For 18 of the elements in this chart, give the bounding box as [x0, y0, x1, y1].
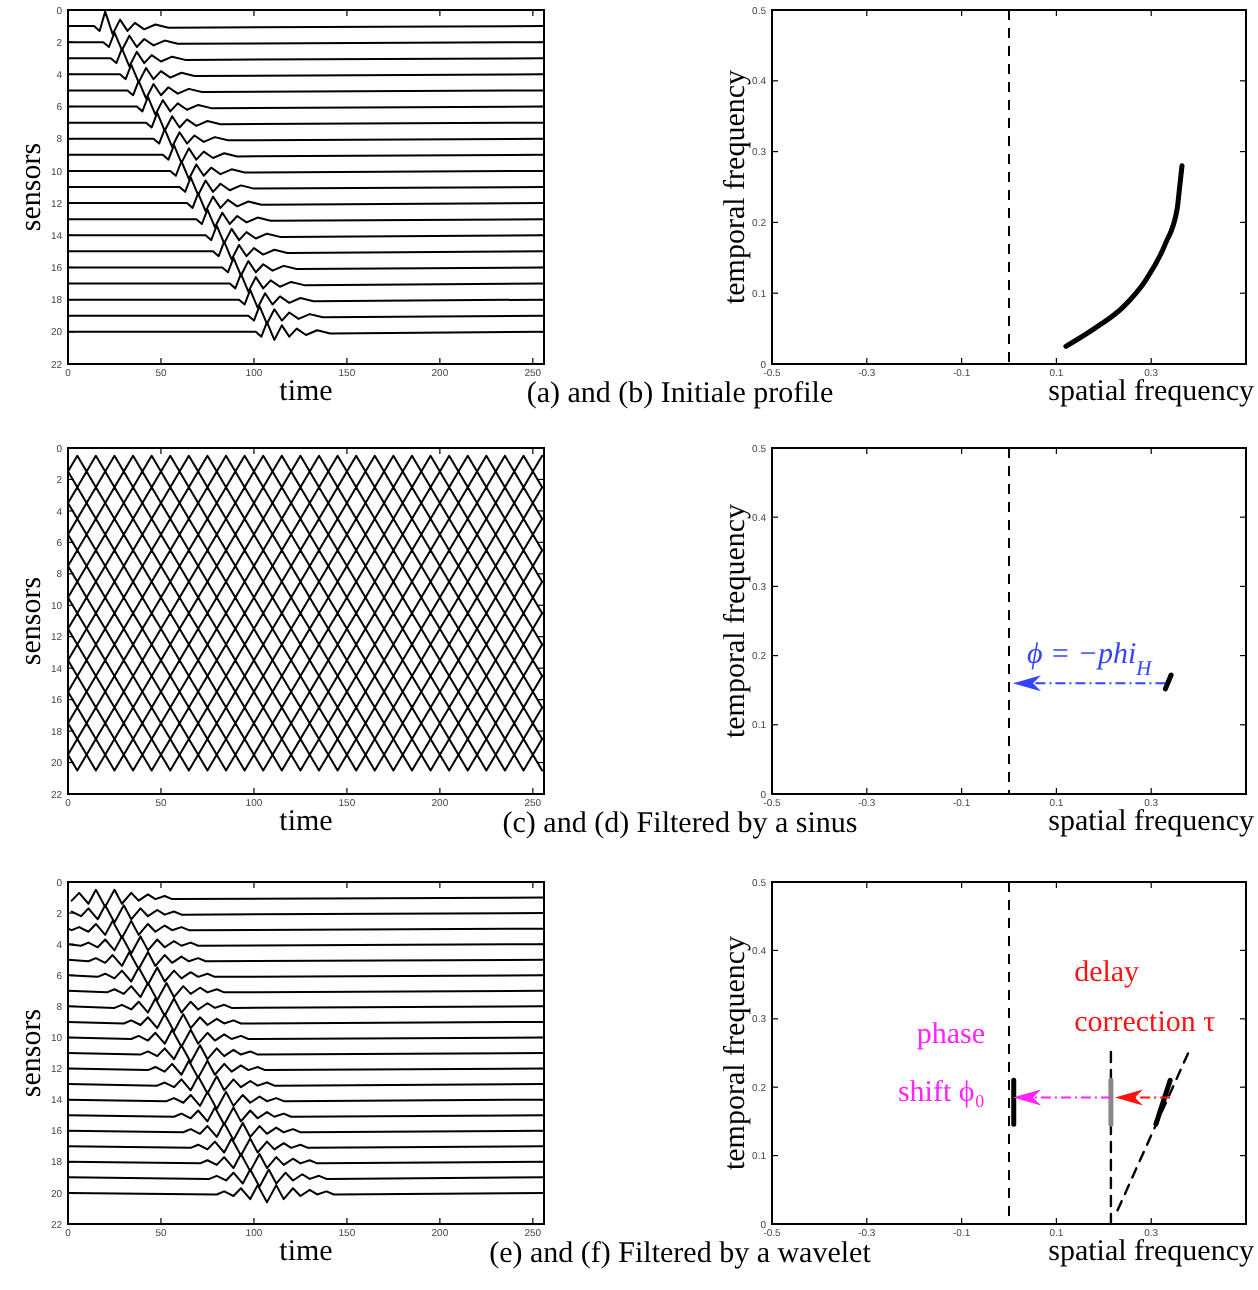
y-axis-title: temporal frequency — [720, 68, 752, 305]
x-axis-title: spatial frequency — [1048, 376, 1255, 408]
y-axis-title: sensors — [16, 1008, 48, 1098]
x-axis-title: time — [279, 1236, 334, 1268]
annotation: phase shift ϕ₀ — [897, 1019, 986, 1110]
text: (e) and (f) Filtered by a wavelet — [489, 1238, 873, 1270]
annotation: ϕ = −phi$_{H}$ — [1026, 639, 1155, 681]
x-axis-title: spatial frequency — [1048, 1236, 1255, 1268]
text: (a) and (b) Initiale profile — [526, 378, 834, 410]
y-axis-title: temporal frequency — [720, 934, 752, 1171]
x-axis-title: time — [279, 376, 334, 408]
y-axis-title: sensors — [16, 576, 48, 666]
annotation: delay correction τ — [1074, 957, 1216, 1040]
x-axis-title: time — [279, 806, 334, 838]
text: (c) and (d) Filtered by a sinus — [502, 808, 858, 840]
x-axis-title: spatial frequency — [1048, 806, 1255, 838]
y-axis-title: temporal frequency — [720, 502, 752, 739]
y-axis-title: sensors — [16, 142, 48, 232]
